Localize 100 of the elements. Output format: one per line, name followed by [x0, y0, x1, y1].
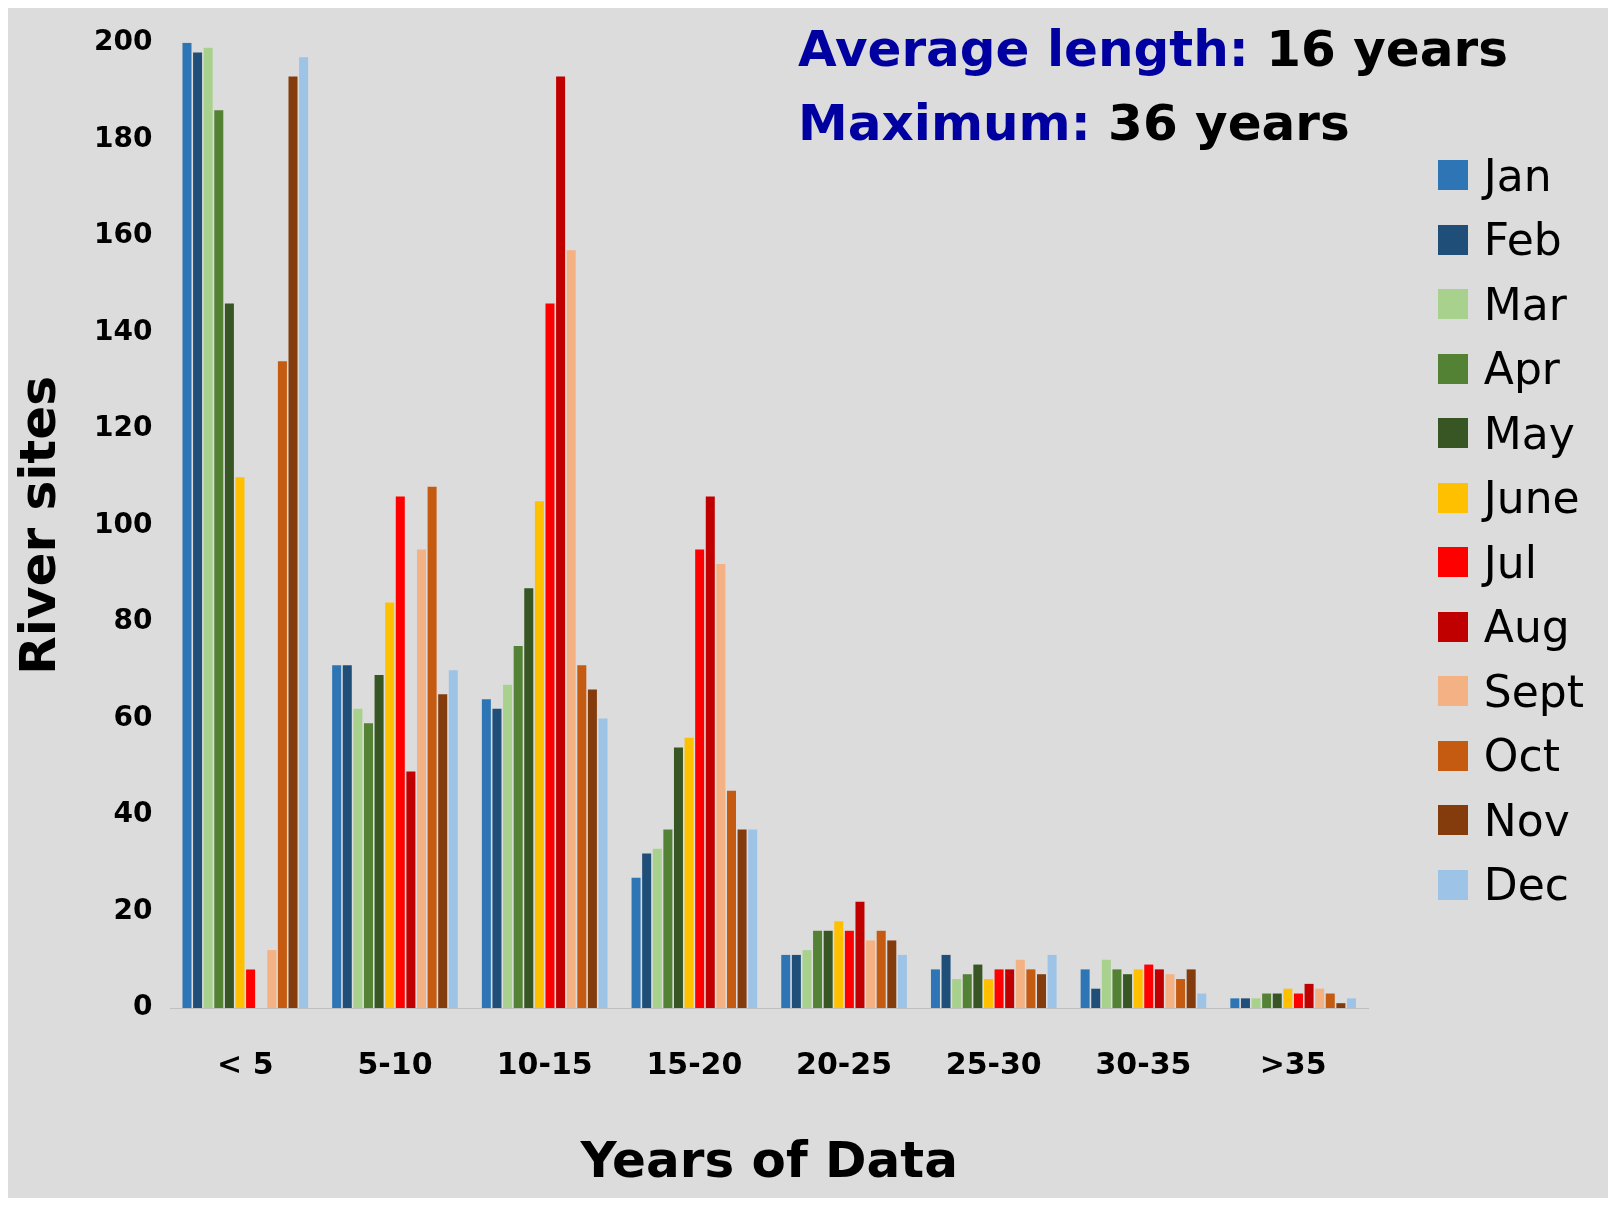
y-tick-label: 120 [93, 410, 153, 444]
bar [1154, 969, 1164, 1008]
bar [1036, 974, 1046, 1008]
bar [545, 303, 555, 1008]
bar [1346, 998, 1356, 1008]
x-tick-label: 10-15 [496, 1045, 593, 1081]
bar [193, 52, 203, 1008]
bar [1144, 964, 1154, 1008]
bar [897, 954, 907, 1008]
bar [1101, 959, 1111, 1008]
bar [844, 930, 854, 1008]
bar [855, 901, 865, 1008]
bar [642, 853, 652, 1008]
legend-label: Jan [1483, 149, 1552, 201]
bar [513, 646, 523, 1008]
legend-label: Aug [1483, 601, 1570, 653]
bar [876, 930, 886, 1008]
bar [1133, 969, 1143, 1008]
bar [1015, 959, 1025, 1008]
bar [631, 877, 641, 1008]
y-tick-label: 200 [93, 24, 153, 58]
bar [1026, 969, 1036, 1008]
legend-label: June [1483, 472, 1580, 524]
bar [1005, 969, 1015, 1008]
bar [952, 979, 962, 1008]
x-axis-title: Years of Data [579, 1130, 958, 1189]
bar [1304, 983, 1314, 1008]
bar [716, 564, 726, 1008]
bar [556, 76, 566, 1008]
bar [813, 930, 823, 1008]
bar [395, 496, 405, 1008]
bar [887, 940, 897, 1008]
bar [214, 110, 224, 1008]
bar [363, 723, 373, 1008]
bar [930, 969, 940, 1008]
bar [332, 665, 342, 1008]
bar [1186, 969, 1196, 1008]
bar [962, 974, 972, 1008]
bar [663, 829, 673, 1008]
x-tick-label: 25-30 [945, 1045, 1042, 1081]
legend-label: Mar [1483, 278, 1567, 330]
y-tick-label: 40 [113, 796, 153, 830]
bar [416, 549, 426, 1008]
x-tick-label: >35 [1259, 1045, 1327, 1081]
bar [353, 708, 363, 1008]
y-tick-label: 140 [93, 313, 153, 347]
bar [1240, 998, 1250, 1008]
bar [726, 790, 736, 1008]
bar [781, 954, 791, 1008]
legend-label: Oct [1483, 730, 1560, 782]
bar [834, 921, 844, 1008]
legend-label: Feb [1483, 214, 1562, 266]
bar [342, 665, 352, 1008]
y-tick-label: 100 [93, 506, 153, 540]
bar [983, 979, 993, 1008]
legend-label: Nov [1483, 794, 1570, 846]
bar [705, 496, 715, 1008]
bar [246, 969, 256, 1008]
y-tick-label: 20 [113, 892, 153, 926]
bar [492, 708, 502, 1008]
bar [438, 694, 448, 1008]
bar [1047, 954, 1057, 1008]
legend-label: Sept [1483, 665, 1584, 717]
bar [1176, 979, 1186, 1008]
bar [182, 42, 192, 1008]
bar [577, 665, 587, 1008]
bar [973, 964, 983, 1008]
bar [1230, 998, 1240, 1008]
bar [748, 829, 758, 1008]
bar [374, 675, 384, 1008]
bar [684, 737, 694, 1008]
bar [866, 940, 876, 1008]
bar [503, 684, 513, 1008]
bar [224, 303, 234, 1008]
x-tick-label: < 5 [217, 1045, 274, 1081]
y-tick-label: 60 [113, 699, 153, 733]
x-tick-label: 30-35 [1095, 1045, 1192, 1081]
x-tick-label: 5-10 [357, 1045, 433, 1081]
bar [1283, 988, 1293, 1008]
bar [406, 771, 416, 1008]
bar [524, 588, 534, 1008]
bar [587, 689, 597, 1008]
y-tick-label: 180 [93, 120, 153, 154]
bar [652, 848, 662, 1008]
bar [598, 718, 608, 1008]
x-tick-label: 20-25 [796, 1045, 893, 1081]
bar [823, 930, 833, 1008]
bar [994, 969, 1004, 1008]
bar [267, 950, 277, 1008]
bar [1123, 974, 1133, 1008]
bar [802, 950, 812, 1008]
bar [941, 954, 951, 1008]
bar [1251, 998, 1261, 1008]
bar [481, 699, 491, 1008]
y-tick-label: 0 [132, 989, 153, 1023]
bar [1336, 1003, 1346, 1008]
x-tick-label: 15-20 [646, 1045, 743, 1081]
y-tick-label: 80 [113, 603, 153, 637]
legend-label: Jul [1483, 536, 1537, 588]
bar [695, 549, 705, 1008]
